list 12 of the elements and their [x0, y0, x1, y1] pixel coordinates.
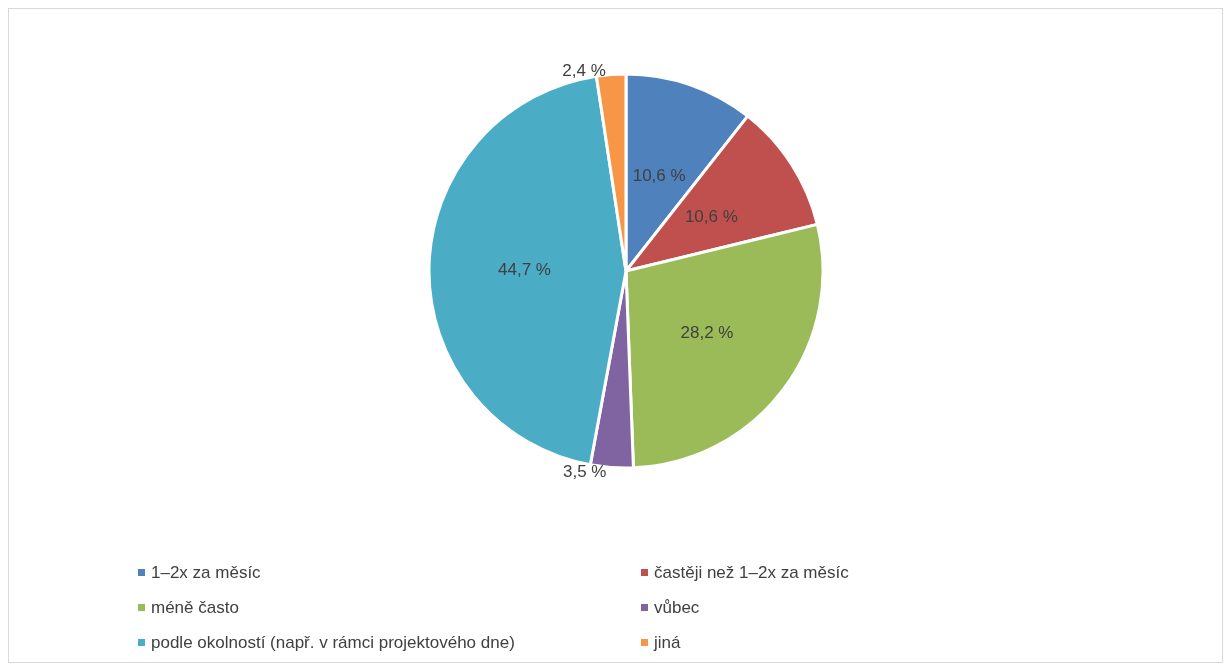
data-label: 3,5 %: [563, 461, 607, 481]
data-label: 44,7 %: [498, 259, 551, 279]
data-label: 28,2 %: [680, 322, 734, 342]
data-label: 10,6 %: [684, 206, 738, 226]
legend-label: podle okolností (např. v rámci projektového dne): [151, 633, 515, 652]
data-label: 10,6 %: [632, 165, 686, 185]
legend-label: 1–2x za měsíc: [151, 563, 262, 582]
legend-label: jiná: [653, 633, 682, 652]
legend-label: méně často: [151, 598, 239, 617]
legend-label: vůbec: [654, 598, 700, 617]
legend-label: častěji než 1–2x za měsíc: [654, 563, 850, 582]
data-label: 2,4 %: [562, 61, 606, 81]
